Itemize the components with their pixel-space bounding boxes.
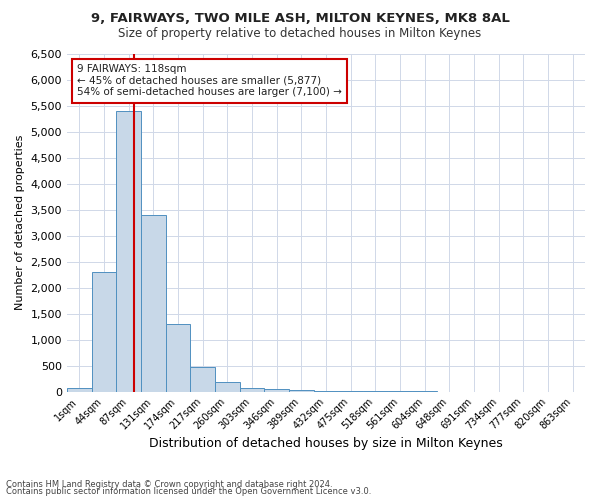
Bar — [92, 272, 116, 392]
Bar — [289, 390, 314, 392]
X-axis label: Distribution of detached houses by size in Milton Keynes: Distribution of detached houses by size … — [149, 437, 503, 450]
Text: 9, FAIRWAYS, TWO MILE ASH, MILTON KEYNES, MK8 8AL: 9, FAIRWAYS, TWO MILE ASH, MILTON KEYNES… — [91, 12, 509, 26]
Bar — [215, 382, 239, 392]
Bar — [166, 324, 190, 392]
Text: Contains public sector information licensed under the Open Government Licence v3: Contains public sector information licen… — [6, 487, 371, 496]
Bar — [265, 389, 289, 392]
Bar — [239, 388, 265, 392]
Text: Size of property relative to detached houses in Milton Keynes: Size of property relative to detached ho… — [118, 28, 482, 40]
Bar — [190, 366, 215, 392]
Y-axis label: Number of detached properties: Number of detached properties — [15, 135, 25, 310]
Bar — [67, 388, 92, 392]
Text: 9 FAIRWAYS: 118sqm
← 45% of detached houses are smaller (5,877)
54% of semi-deta: 9 FAIRWAYS: 118sqm ← 45% of detached hou… — [77, 64, 342, 98]
Text: Contains HM Land Registry data © Crown copyright and database right 2024.: Contains HM Land Registry data © Crown c… — [6, 480, 332, 489]
Bar — [338, 391, 363, 392]
Bar — [141, 215, 166, 392]
Bar — [116, 111, 141, 392]
Bar — [314, 390, 338, 392]
